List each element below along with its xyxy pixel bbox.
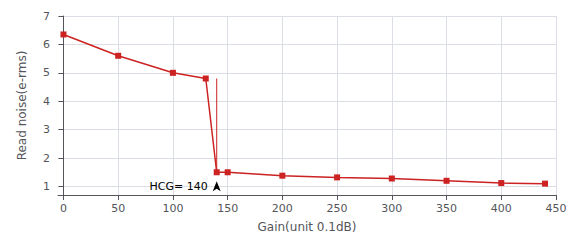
- svg-text:7: 7: [43, 10, 50, 23]
- svg-text:350: 350: [436, 202, 457, 215]
- svg-text:50: 50: [111, 202, 125, 215]
- svg-text:Gain(unit 0.1dB): Gain(unit 0.1dB): [258, 220, 357, 234]
- svg-text:0: 0: [60, 202, 67, 215]
- svg-text:HCG= 140: HCG= 140: [150, 180, 208, 193]
- svg-text:Read noise(e-rms): Read noise(e-rms): [15, 51, 29, 161]
- svg-text:150: 150: [217, 202, 238, 215]
- svg-text:200: 200: [272, 202, 293, 215]
- svg-text:4: 4: [43, 95, 50, 108]
- svg-text:250: 250: [327, 202, 348, 215]
- svg-text:3: 3: [43, 123, 50, 136]
- svg-text:300: 300: [381, 202, 402, 215]
- svg-text:1: 1: [43, 180, 50, 193]
- svg-text:5: 5: [43, 66, 50, 79]
- svg-text:2: 2: [43, 152, 50, 165]
- svg-text:400: 400: [491, 202, 512, 215]
- svg-text:6: 6: [43, 38, 50, 51]
- svg-text:450: 450: [546, 202, 567, 215]
- svg-text:100: 100: [162, 202, 183, 215]
